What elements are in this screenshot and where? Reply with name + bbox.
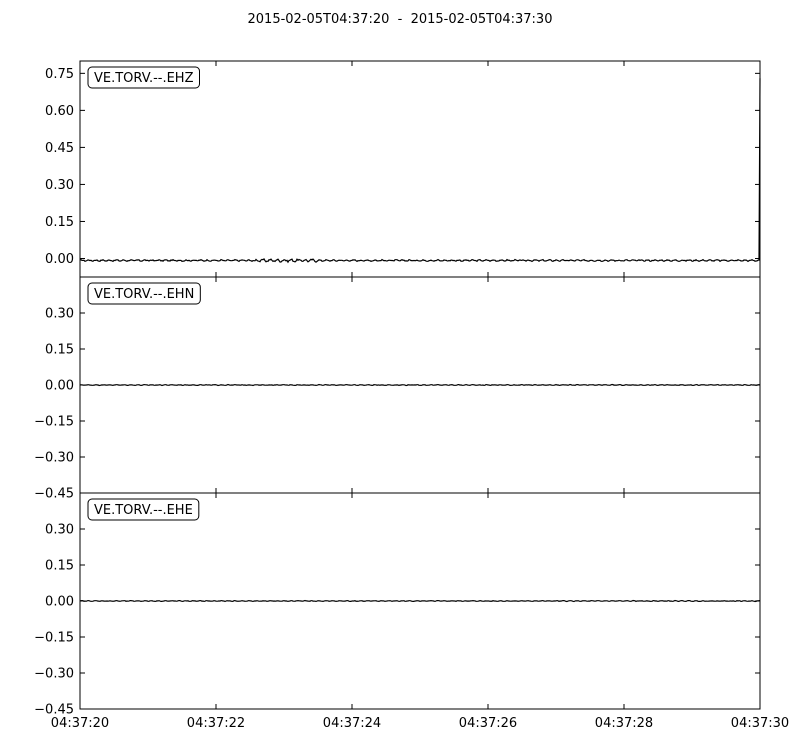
x-tick-label: 04:37:28 [595,716,653,731]
y-tick-label: 0.30 [45,523,74,538]
y-tick-label: 0.15 [45,559,74,574]
y-tick-label: 0.30 [45,178,74,193]
y-tick-label: −0.30 [34,667,74,682]
trace-label: VE.TORV.--.EHE [94,503,193,518]
trace-label-box [87,498,200,521]
trace-label: VE.TORV.--.EHN [94,287,194,302]
y-tick-label: 0.00 [45,595,74,610]
waveform-trace [79,78,761,264]
x-tick-label: 04:37:20 [51,716,109,731]
panel-2: −0.45 −0.30 −0.15 0.00 0.15 0.30 VE.TORV.--.EH… [34,276,761,502]
y-tick-label: −0.15 [34,631,74,646]
y-tick-label: −0.45 [34,487,74,502]
trace-label-box [87,282,201,305]
y-tick-label: 0.75 [45,67,74,82]
y-tick-label: −0.45 [34,703,74,718]
y-tick-label: 0.00 [45,252,74,267]
waveform-trace [79,383,761,387]
y-tick-label: 0.45 [45,141,74,156]
x-tick-label: 04:37:22 [187,716,245,731]
waveform-trace [79,599,761,603]
y-tick-label: 0.15 [45,343,74,358]
x-tick-label: 04:37:30 [731,716,789,731]
y-tick-label: 0.30 [45,307,74,322]
y-tick-label: 0.60 [45,104,74,119]
y-tick-label: 0.15 [45,215,74,230]
y-tick-label: −0.30 [34,451,74,466]
x-tick-label: 04:37:26 [459,716,517,731]
trace-label: VE.TORV.--.EHZ [94,71,194,86]
panel-frame [79,492,761,710]
trace-label-box [87,66,200,89]
panel-frame [79,60,761,278]
panel-1: 0.00 0.15 0.30 0.45 0.60 0.75 VE.TORV.--.EHZ [45,60,761,278]
y-tick-label: −0.15 [34,415,74,430]
panel-3: −0.45 −0.30 −0.15 0.00 0.15 0.30 VE.TORV.--.EH… [34,492,761,718]
y-tick-label: 0.00 [45,379,74,394]
x-tick-label: 04:37:24 [323,716,381,731]
chart-title: 2015-02-05T04:37:20 - 2015-02-05T04:37:3… [247,12,553,27]
